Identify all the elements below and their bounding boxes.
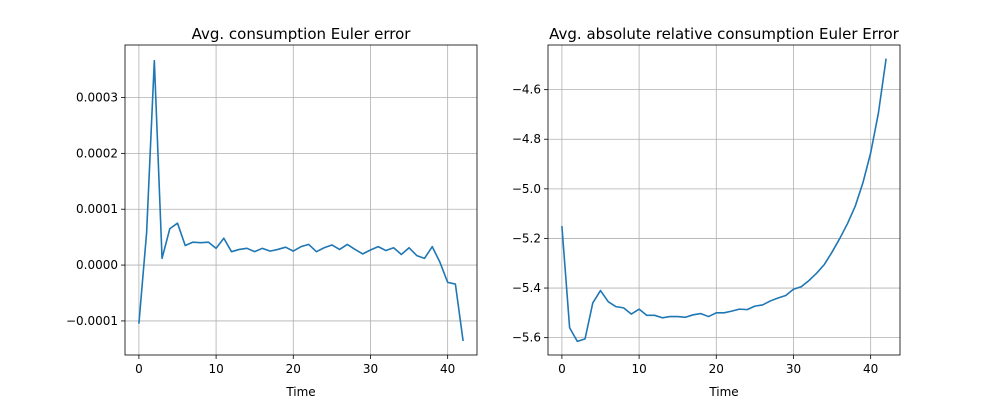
- chart2-y-tick-label: −5.0: [512, 182, 541, 196]
- chart1-y-tick-label: 0.0003: [76, 91, 118, 105]
- chart2-y-tick-label: −5.4: [512, 281, 541, 295]
- chart1-series-line: [138, 59, 464, 342]
- right-chart-panel: 0 10 20 30 40 −5.6 −5.4 −5.2 −5.0 −4.8 −4.6 Avg. ab…: [512, 25, 901, 399]
- chart2-x-tick-label: 30: [786, 362, 801, 376]
- chart2-title: Avg. absolute relative consumption Euler…: [549, 25, 900, 43]
- chart1-title: Avg. consumption Euler error: [192, 25, 412, 43]
- chart1-y-tick-label: −0.0001: [66, 314, 118, 328]
- chart1-plot-frame: [124, 44, 478, 356]
- chart2-y-tick-label: −5.2: [512, 231, 541, 245]
- chart1-x-tick-label: 0: [135, 362, 143, 376]
- chart1-x-tick-label: 10: [208, 362, 223, 376]
- chart1-x-tick-label: 40: [440, 362, 455, 376]
- chart2-x-axis-label: Time: [708, 385, 738, 399]
- chart2-y-tick-label: −4.8: [512, 132, 541, 146]
- chart1-y-tick-label: 0.0002: [76, 146, 118, 160]
- chart1-y-tick-label: 0.0000: [76, 258, 118, 272]
- chart2-x-tick-label: 20: [709, 362, 724, 376]
- chart2-y-tick-label: −4.6: [512, 83, 541, 97]
- chart1-x-tick-label: 30: [363, 362, 378, 376]
- chart2-y-tick-label: −5.6: [512, 331, 541, 345]
- chart1-y-tick-label: 0.0001: [76, 202, 118, 216]
- chart1-x-axis-label: Time: [285, 385, 315, 399]
- chart2-series-line: [561, 58, 887, 343]
- chart2-plot-frame: [547, 44, 901, 356]
- chart2-x-tick-label: 10: [631, 362, 646, 376]
- left-chart-panel: 0 10 20 30 40 −0.0001 0.0000 0.0001 0.0002 0.0003…: [66, 25, 478, 399]
- chart1-x-tick-label: 20: [286, 362, 301, 376]
- chart2-x-tick-label: 0: [558, 362, 566, 376]
- chart2-x-tick-label: 40: [863, 362, 878, 376]
